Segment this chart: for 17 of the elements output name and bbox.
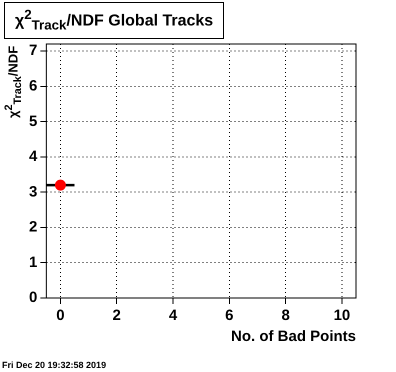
y-tick-label: 4 [29,148,38,166]
x-tick-label: 4 [168,307,178,324]
y-tick-label: 7 [29,42,38,60]
y-tick-label: 3 [29,183,38,200]
x-tick-label: 10 [334,307,350,324]
y-tick-label: 6 [29,77,38,94]
x-tick-label: 0 [56,307,65,324]
y-tick-label: 0 [29,289,38,306]
chart-title: χ$^{2}$$_{Track}$/NDF Global Tracks [4,2,224,39]
x-tick-label: 8 [281,307,290,324]
y-tick-label: 5 [29,112,38,130]
y-tick-label: 2 [29,218,38,236]
text: Fri Dec 20 19:32:58 2019 [2,360,106,370]
x-axis-title: No. of Bad Points [231,328,356,346]
y-tick-label: 1 [29,254,38,271]
x-tick-label: 6 [225,307,234,324]
x-tick-label: 2 [112,307,121,324]
